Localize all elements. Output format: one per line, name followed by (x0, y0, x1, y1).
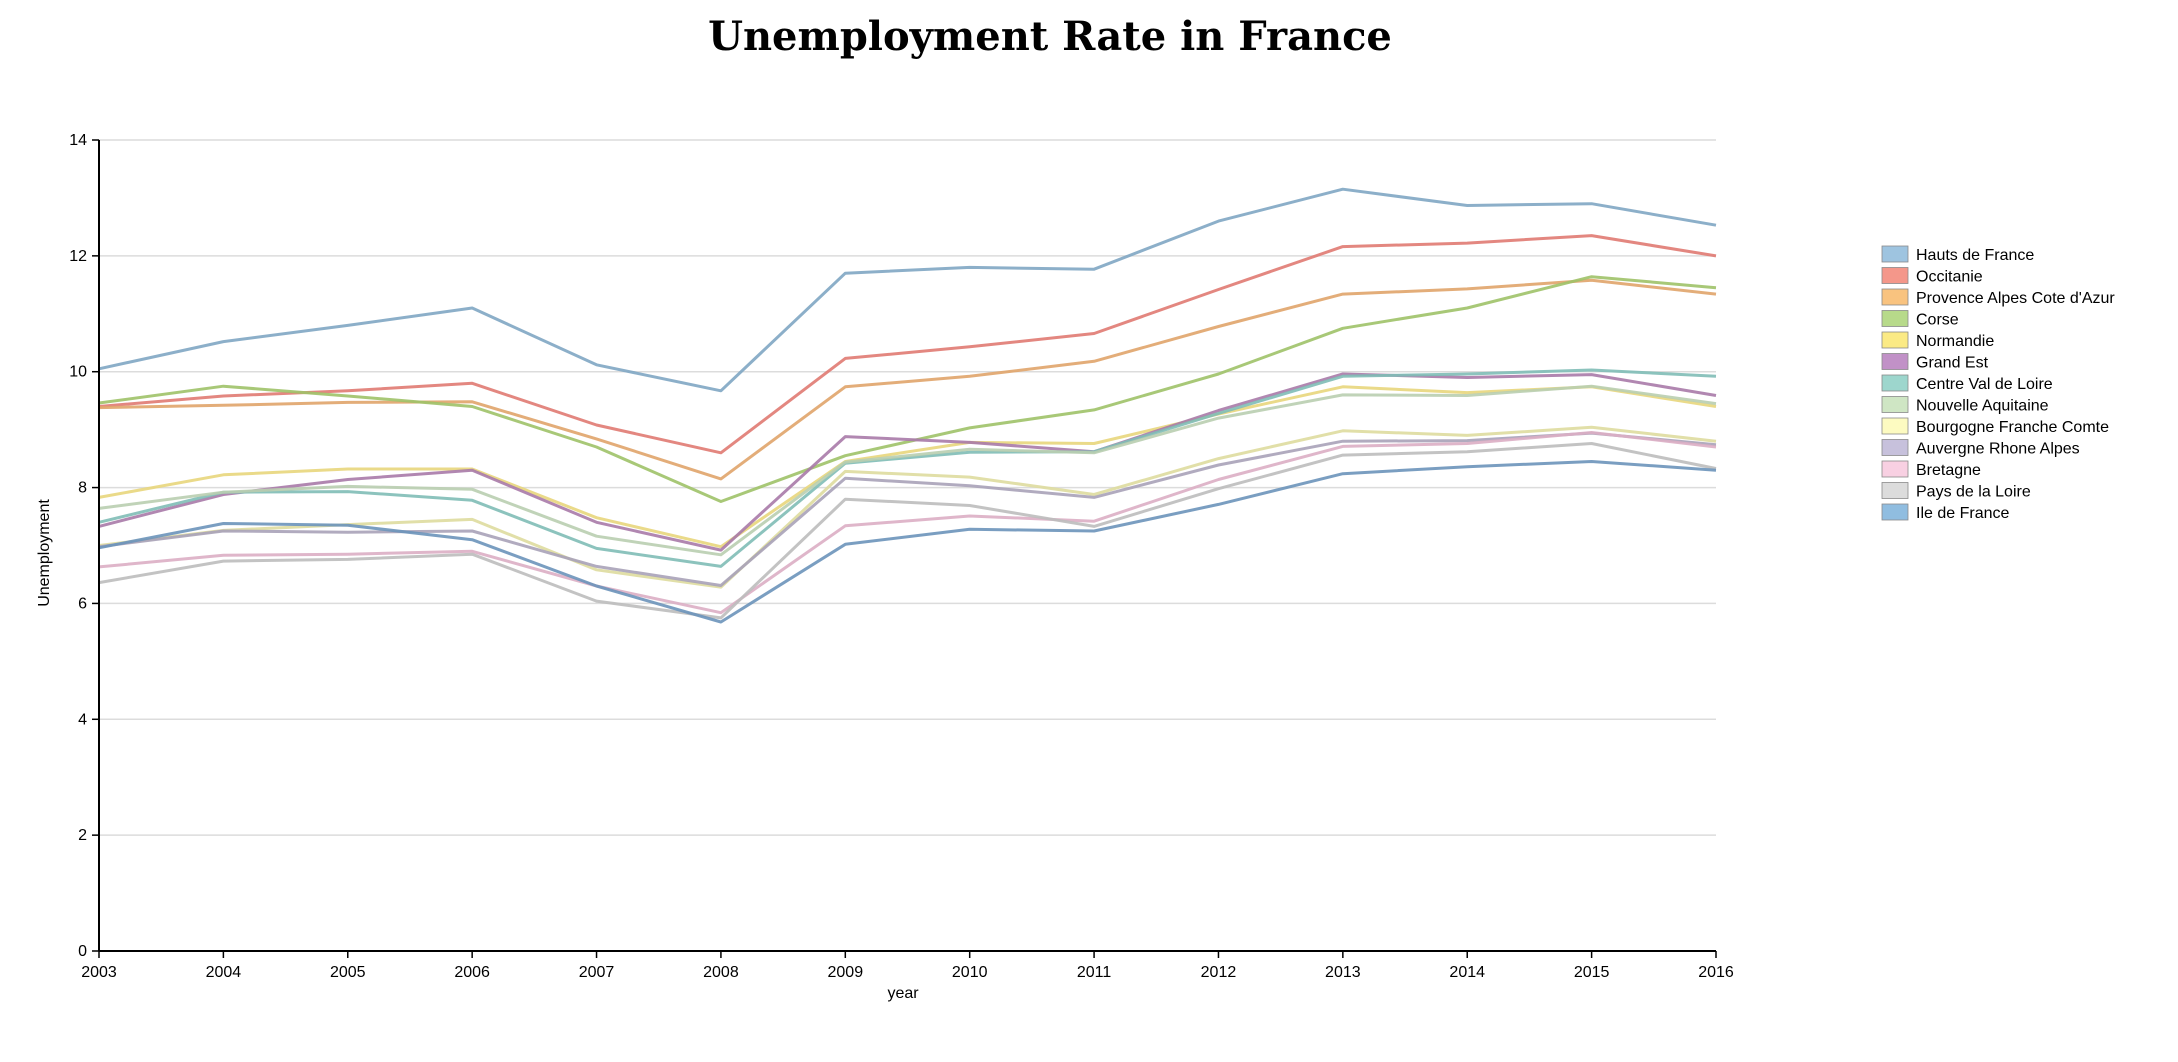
legend-label: Grand Est (1916, 355, 1989, 372)
y-tick-label: 6 (78, 595, 87, 612)
legend-item: Hauts de France (1881, 245, 2034, 264)
legend-label: Pays de la Loire (1916, 484, 2031, 501)
y-axis-title: Unemployment (36, 499, 53, 607)
chart-title: Unemployment Rate in France (708, 13, 1392, 60)
series-line-grand-est (98, 372, 1717, 552)
y-tick-label: 10 (69, 364, 87, 381)
series-line-auvergne-rhone-alpes (98, 431, 1717, 587)
legend-item: Occitanie (1881, 267, 1983, 286)
y-tick-label: 4 (78, 711, 87, 728)
legend-swatch (1881, 310, 1909, 327)
series-line-corse (98, 275, 1717, 503)
legend-label: Centre Val de Loire (1916, 376, 2053, 393)
axes: 0 2 4 6 8 10 12 14 2003 2004 2005 2006 2007 2008 2009 2… (69, 132, 1734, 981)
legend-label: Nouvelle Aquitaine (1916, 398, 2049, 415)
legend-swatch (1881, 460, 1909, 478)
series-line-ile-de-france (98, 460, 1717, 624)
series-line-bourgogne-franche-comte (98, 425, 1717, 589)
legend-swatch (1881, 417, 1909, 435)
legend-swatch (1881, 245, 1909, 263)
x-tick-label: 2008 (703, 964, 739, 981)
series-lines (98, 187, 1717, 624)
legend-swatch (1881, 374, 1909, 392)
legend-item: Centre Val de Loire (1881, 374, 2053, 393)
series-line-centre-val-de-loire (98, 368, 1717, 568)
y-tick-label: 14 (69, 132, 87, 149)
x-tick-label: 2014 (1449, 964, 1485, 981)
x-tick-label: 2012 (1201, 964, 1237, 981)
legend: Hauts de France Occitanie Provence Alpes C… (1881, 245, 2115, 522)
legend-swatch (1881, 482, 1909, 499)
legend-label: Occitanie (1916, 269, 1983, 286)
x-tick-label: 2003 (81, 964, 117, 981)
x-tick-label: 2013 (1325, 964, 1361, 981)
legend-label: Corse (1916, 312, 1959, 329)
x-tick-label: 2007 (579, 964, 615, 981)
legend-label: Bourgogne Franche Comte (1916, 419, 2109, 436)
legend-item: Grand Est (1881, 353, 1989, 372)
legend-swatch (1881, 396, 1909, 413)
series-line-nouvelle-aquitaine (98, 384, 1717, 557)
x-tick-label: 2011 (1077, 964, 1112, 981)
x-tick-label: 2009 (828, 964, 864, 981)
series-line-hauts-de-france (98, 187, 1717, 393)
legend-label: Normandie (1916, 333, 1994, 350)
x-tick-label: 2006 (454, 964, 490, 981)
series-line-occitanie (98, 234, 1717, 455)
x-tick-label: 2015 (1574, 964, 1610, 981)
y-tick-label: 12 (69, 248, 87, 265)
series-line-normandie (98, 385, 1717, 549)
y-tick-label: 0 (78, 943, 87, 960)
legend-swatch (1881, 439, 1909, 456)
legend-item: Corse (1881, 310, 1959, 329)
legend-label: Ile de France (1916, 505, 2009, 522)
series-line-pays-de-la-loire (98, 442, 1717, 620)
legend-item: Nouvelle Aquitaine (1881, 396, 2049, 415)
legend-swatch (1881, 331, 1909, 349)
legend-label: Hauts de France (1916, 247, 2034, 264)
x-axis-title: year (887, 985, 919, 1002)
legend-item: Normandie (1881, 331, 1994, 350)
legend-label: Bretagne (1916, 462, 1981, 479)
series-line-provence-alpes-cote-d-azur (98, 278, 1717, 481)
legend-label: Provence Alpes Cote d'Azur (1916, 290, 2115, 307)
y-tick-label: 8 (78, 480, 87, 497)
legend-label: Auvergne Rhone Alpes (1916, 441, 2080, 458)
y-tick-label: 2 (78, 827, 87, 844)
x-tick-label: 2005 (330, 964, 366, 981)
x-tick-label: 2004 (206, 964, 242, 981)
legend-swatch (1881, 288, 1909, 306)
legend-item: Pays de la Loire (1881, 482, 2031, 501)
legend-item: Auvergne Rhone Alpes (1881, 439, 2080, 458)
legend-swatch (1881, 353, 1909, 370)
legend-item: Provence Alpes Cote d'Azur (1881, 288, 2115, 307)
legend-item: Bourgogne Franche Comte (1881, 417, 2109, 436)
x-tick-label: 2016 (1698, 964, 1734, 981)
x-tick-label: 2010 (952, 964, 988, 981)
series-line-bretagne (98, 431, 1717, 615)
legend-swatch (1881, 267, 1909, 284)
legend-item: Bretagne (1881, 460, 1981, 479)
legend-swatch (1881, 503, 1909, 521)
legend-item: Ile de France (1881, 503, 2009, 522)
